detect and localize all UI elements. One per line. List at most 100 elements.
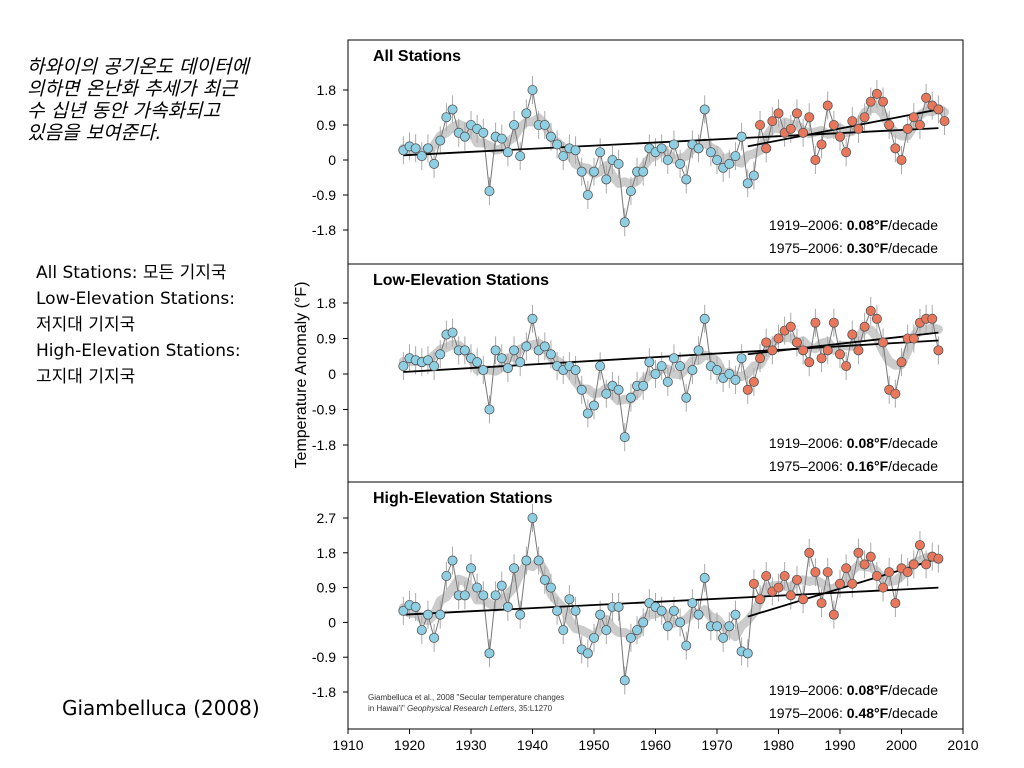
data-point-early — [472, 582, 483, 593]
panel-title: High-Elevation Stations — [373, 490, 553, 507]
data-point-early — [416, 151, 427, 162]
data-point-early — [693, 143, 704, 154]
trend-annotation: 1975–2006: 0.48°F/decade — [769, 705, 938, 721]
data-point-recent — [798, 594, 809, 605]
y-tick-label: 1.8 — [317, 82, 337, 98]
data-point-early — [465, 563, 476, 574]
data-point-early — [668, 139, 679, 150]
data-point-recent — [828, 317, 839, 328]
data-point-early — [730, 151, 741, 162]
trend-line — [403, 586, 939, 616]
data-point-early — [478, 127, 489, 138]
data-point-early — [509, 345, 520, 356]
data-point-early — [687, 365, 698, 376]
data-point-early — [527, 85, 538, 96]
legend-ko: 모든 기지국 — [142, 263, 227, 283]
data-point-early — [601, 388, 612, 399]
y-tick-label: 0 — [328, 152, 336, 168]
data-point-recent — [902, 567, 913, 578]
data-point-recent — [779, 571, 790, 582]
data-point-early — [705, 147, 716, 158]
data-point-recent — [761, 337, 772, 348]
data-point-early — [613, 158, 624, 169]
trend-annotation: 1919–2006: 0.08°F/decade — [769, 435, 938, 451]
data-line — [403, 517, 939, 681]
data-point-early — [650, 368, 661, 379]
data-point-early — [675, 158, 686, 169]
citation-line-2: in Hawai'i" Geophysical Research Letters… — [368, 704, 553, 713]
data-point-recent — [773, 108, 784, 119]
data-point-recent — [804, 357, 815, 368]
data-point-early — [619, 675, 630, 686]
data-point-early — [447, 104, 458, 115]
data-point-early — [632, 625, 643, 636]
data-point-early — [570, 365, 581, 376]
data-point-early — [711, 365, 722, 376]
data-point-early — [398, 605, 409, 616]
data-point-early — [539, 574, 550, 585]
data-point-recent — [859, 112, 870, 123]
data-point-recent — [853, 547, 864, 558]
data-point-early — [539, 341, 550, 352]
data-point-early — [675, 361, 686, 372]
data-point-recent — [896, 357, 907, 368]
data-line — [402, 309, 939, 438]
data-point-early — [699, 572, 710, 583]
data-point-recent — [890, 598, 901, 609]
data-point-early — [656, 143, 667, 154]
data-point-recent — [890, 388, 901, 399]
data-point-early — [675, 617, 686, 628]
y-tick-label: 0.9 — [317, 331, 337, 347]
data-point-early — [484, 648, 495, 659]
data-point-early — [570, 145, 581, 156]
y-tick-label: -1.8 — [312, 437, 336, 453]
data-point-early — [711, 621, 722, 632]
data-point-recent — [859, 321, 870, 332]
trend-line — [747, 108, 939, 148]
data-point-early — [613, 601, 624, 612]
data-point-early — [748, 170, 759, 181]
data-point-recent — [798, 345, 809, 356]
data-point-recent — [847, 578, 858, 589]
data-point-recent — [791, 574, 802, 585]
data-point-recent — [841, 147, 852, 158]
data-point-early — [422, 143, 433, 154]
y-axis-label: Temperature Anomaly (°F) — [293, 282, 310, 469]
data-point-early — [558, 625, 569, 636]
data-point-recent — [939, 116, 950, 127]
data-point-early — [502, 601, 513, 612]
data-point-early — [736, 353, 747, 364]
data-point-recent — [828, 120, 839, 131]
data-point-recent — [878, 337, 889, 348]
data-point-early — [552, 605, 563, 616]
data-point-early — [656, 605, 667, 616]
legend-en: All Stations: — [36, 263, 138, 283]
y-tick-label: 2.7 — [317, 510, 337, 526]
data-point-recent — [785, 321, 796, 332]
data-point-early — [638, 166, 649, 177]
data-point-early — [625, 186, 636, 197]
intro-line: 수 십년 동안 가속화되고 — [27, 100, 220, 122]
x-tick-label: 2010 — [947, 737, 978, 753]
data-point-recent — [791, 337, 802, 348]
data-point-early — [564, 594, 575, 605]
data-point-recent — [748, 578, 759, 589]
y-tick-label: 1.8 — [317, 545, 337, 561]
data-point-recent — [927, 313, 938, 324]
data-point-recent — [816, 139, 827, 150]
x-tick-label: 1980 — [763, 737, 794, 753]
data-point-early — [693, 345, 704, 356]
chart-panel: 1.8 0.9 0 -0.9 -1.8 All Stations 1919–2006: 0.… — [312, 39, 964, 265]
data-point-early — [582, 408, 593, 419]
data-point-early — [410, 143, 421, 154]
data-point-early — [687, 598, 698, 609]
panel-title: All Stations — [373, 48, 461, 65]
data-point-early — [527, 313, 538, 324]
data-point-recent — [921, 92, 932, 103]
data-point-recent — [921, 559, 932, 570]
data-point-early — [595, 361, 606, 372]
data-point-early — [422, 609, 433, 620]
data-point-early — [742, 178, 753, 189]
data-point-early — [441, 112, 452, 123]
data-point-early — [588, 166, 599, 177]
